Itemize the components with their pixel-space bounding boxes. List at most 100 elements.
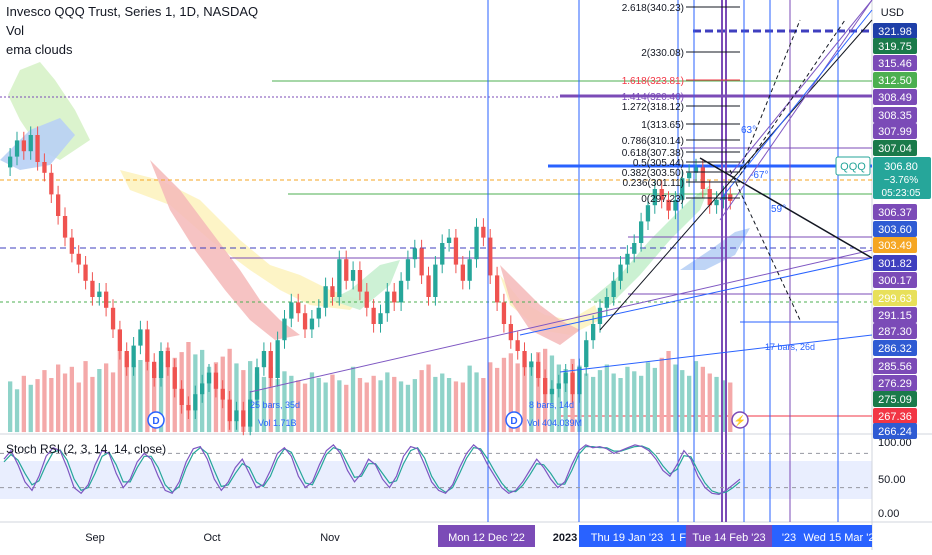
stoch-scale-label: 50.00 [878, 474, 906, 486]
trendline-blue-3 [719, 9, 873, 201]
volume-bar [385, 372, 390, 432]
volume-bar [419, 370, 424, 432]
volume-bar [378, 380, 383, 432]
candle-body [206, 372, 212, 384]
candle-body [659, 189, 664, 200]
time-highlight [668, 525, 688, 547]
candle-body [124, 351, 129, 368]
last-price-change: −3.76% [884, 175, 918, 186]
price-tag [873, 72, 917, 88]
candle-body [495, 275, 500, 303]
candle-body [522, 351, 527, 368]
candle-body [131, 345, 136, 368]
volume-bar [371, 375, 376, 433]
candle-body [693, 167, 699, 173]
candle-body [673, 199, 678, 211]
volume-bar [728, 382, 733, 432]
price-tag-label: 315.46 [878, 58, 912, 70]
bar-countdown: 05:23:05 [882, 188, 921, 199]
annotations-layer: 63° -67° 59° 25 bars, 35d Vol 1.71B 8 bars, 1… [147, 125, 815, 429]
candle-body [172, 367, 177, 389]
event-marker-icon: ⚡ [734, 414, 746, 427]
candle-body [618, 264, 623, 281]
volume-bar [364, 382, 369, 432]
candle-body [275, 340, 280, 378]
price-tag [873, 272, 917, 288]
price-tag [873, 38, 917, 54]
candle-body [158, 351, 164, 378]
ema-clouds-indicator-label[interactable]: ema clouds [6, 42, 73, 57]
time-highlight [438, 525, 535, 547]
candle-body [488, 237, 493, 276]
volume-bar [392, 376, 397, 432]
candle-body [56, 194, 61, 216]
candle-body [337, 259, 342, 297]
volume-bar [117, 351, 122, 432]
candle-body [680, 178, 685, 200]
price-scale[interactable]: 321.98 319.75 315.46 312.50 308.49 308.35 307.… [835, 23, 931, 439]
volume-bar [440, 373, 445, 432]
fib-level-label: 0.786(310.14) [622, 136, 684, 147]
candle-body [200, 383, 205, 395]
candle-body [611, 280, 616, 297]
volume-bar [659, 357, 664, 433]
candle-body [261, 351, 267, 368]
candle-body [323, 286, 328, 308]
candle-body [591, 324, 596, 341]
candle-body [412, 248, 417, 260]
price-tag-label: 307.99 [878, 126, 912, 138]
volume-bar [563, 369, 568, 432]
volume-bar [584, 373, 589, 432]
candle-body [49, 172, 54, 195]
candle-body [501, 302, 507, 324]
volume-bar [714, 376, 719, 432]
price-tag [873, 204, 917, 220]
range-label: 17 bars, 26d [765, 342, 815, 352]
time-highlight [806, 525, 872, 547]
candle-body [62, 216, 68, 238]
price-tag [873, 391, 917, 407]
volume-bar [206, 366, 212, 433]
volume-bar [474, 372, 479, 432]
candle-body [69, 237, 74, 254]
chart-title: Invesco QQQ Trust, Series 1, 1D, NASDAQ [6, 4, 259, 19]
price-tag-label: 285.56 [878, 361, 912, 373]
stoch-scale-label: 0.00 [878, 508, 899, 520]
price-tag [873, 221, 917, 237]
time-highlight-label: Tue 14 Feb '23 [692, 532, 765, 544]
candle-body [117, 329, 122, 351]
volume-bar [234, 363, 239, 432]
price-tag-label: 275.09 [878, 394, 912, 406]
price-tag-label: 276.29 [878, 378, 912, 390]
candle-body [309, 318, 315, 330]
volume-bar [97, 369, 102, 432]
price-tag [873, 255, 917, 271]
candle-body [481, 226, 486, 238]
time-axis[interactable]: Sep Oct Nov 2023 Mon 12 Dec '22 Thu 19 Jan '2… [85, 525, 874, 547]
volume-bar [35, 379, 40, 432]
volume-bar [467, 365, 472, 432]
candle-body [570, 372, 575, 395]
price-tag-label: 319.75 [878, 41, 912, 53]
candle-body [364, 291, 369, 308]
volume-bar [49, 378, 54, 432]
volume-bar [721, 380, 726, 432]
volume-bar [316, 378, 321, 432]
time-highlight-label: Mon 12 Dec '22 [448, 532, 525, 544]
volume-bar [268, 366, 273, 433]
volume-bar [700, 366, 705, 433]
candle-body [165, 351, 170, 368]
volume-bar [426, 364, 431, 432]
volume-bar [508, 353, 513, 433]
time-axis-label: Sep [85, 532, 105, 544]
volume-bar [529, 361, 534, 432]
ema-cloud-red-2 [500, 265, 580, 345]
ema-cloud-blue-2 [680, 228, 750, 270]
stoch-rsi-label[interactable]: Stoch RSI (2, 3, 14, 14, close) [6, 442, 167, 456]
candle-body [179, 388, 184, 405]
ema-cloud-yellow-2 [500, 275, 600, 335]
volume-bar [83, 361, 88, 432]
volume-indicator-label[interactable]: Vol [6, 23, 25, 38]
